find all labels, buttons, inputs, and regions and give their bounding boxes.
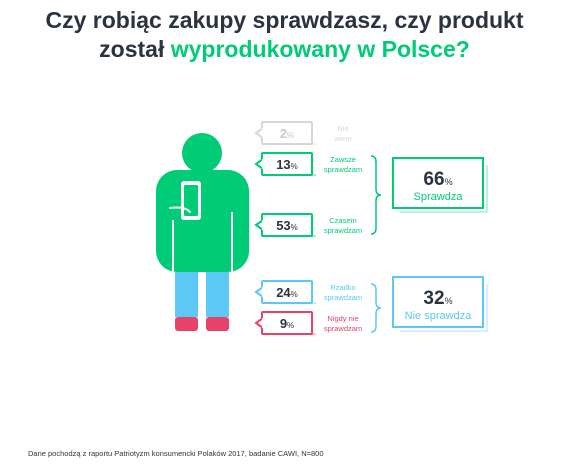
value-label-line: Czasem (329, 216, 357, 225)
group-label: Sprawdza (414, 191, 464, 203)
value-box: 13%Zawsze sprawdzam (254, 152, 362, 176)
value-label: Zawsze sprawdzam (324, 155, 362, 174)
value-box-pointer (254, 219, 264, 231)
title-line-1: Czy robiąc zakupy sprawdzasz, czy produk… (45, 7, 524, 33)
person-head (182, 133, 222, 173)
phone-screen (184, 185, 198, 216)
value-unit: % (287, 321, 294, 330)
value-label-line: sprawdzam (324, 226, 362, 235)
value-label-line: Nie (337, 124, 348, 133)
value-unit: % (287, 131, 294, 140)
value-unit: % (291, 290, 298, 299)
value-label: Nigdy nie sprawdzam (324, 314, 362, 333)
value-label: Rzadko sprawdzam (324, 283, 362, 302)
value-label-line: sprawdzam (324, 165, 362, 174)
value-unit: % (291, 223, 298, 232)
chart-title: Czy robiąc zakupy sprawdzasz, czy produk… (0, 6, 569, 64)
value-label-line: Nigdy nie (327, 314, 358, 323)
brace-checks (370, 155, 382, 235)
value-box: 24%Rzadko sprawdzam (254, 280, 362, 304)
value-box-pointer (254, 127, 264, 139)
group-box-frame (392, 157, 484, 209)
value-label: Czasem sprawdzam (324, 216, 362, 235)
value-box-pointer (254, 317, 264, 329)
value-box-pointer (254, 286, 264, 298)
value-box-pointer-mask (262, 128, 265, 138)
person-leg-left (175, 272, 198, 317)
value-label-line: sprawdzam (324, 324, 362, 333)
value-box-pointer-mask (262, 318, 265, 328)
person-torso (156, 170, 249, 272)
value-box: 9%Nigdy nie sprawdzam (254, 311, 362, 335)
title-line-2: został wyprodukowany w Polsce? (0, 35, 569, 64)
value-box-pointer-mask (262, 287, 265, 297)
group-unit: % (445, 296, 453, 306)
value-box-pointer-mask (262, 220, 265, 230)
value-box-pointer (254, 158, 264, 170)
value-box: 2%Nie wiem (254, 121, 352, 145)
value-box-pointer-mask (262, 159, 265, 169)
person-figure (156, 133, 249, 331)
group-box-shadow (400, 165, 488, 213)
group-box: 32%Nie sprawdza (392, 276, 488, 332)
person-shoe-right (206, 317, 229, 331)
title-line-2-prefix: został (99, 36, 171, 62)
footnote: Dane pochodzą z raportu Patriotyzm konsu… (28, 449, 324, 458)
person-leg-right (206, 272, 229, 317)
group-label: Nie sprawdza (405, 310, 473, 322)
group-box-frame (392, 276, 484, 328)
group-unit: % (445, 177, 453, 187)
value-label-line: Rzadko (330, 283, 355, 292)
title-highlight: wyprodukowany w Polsce? (170, 36, 470, 62)
value-label-line: Zawsze (330, 155, 356, 164)
brace-not-checks (370, 283, 382, 333)
value-box: 53%Czasem sprawdzam (254, 213, 362, 237)
person-shoe-left (175, 317, 198, 331)
value-label-line: sprawdzam (324, 293, 362, 302)
person-arm (169, 206, 191, 213)
value-label-line: wiem (333, 134, 352, 143)
value-label: Nie wiem (333, 124, 352, 143)
group-box-shadow (400, 284, 488, 332)
group-box: 66%Sprawdza (392, 157, 488, 213)
value-unit: % (291, 162, 298, 171)
